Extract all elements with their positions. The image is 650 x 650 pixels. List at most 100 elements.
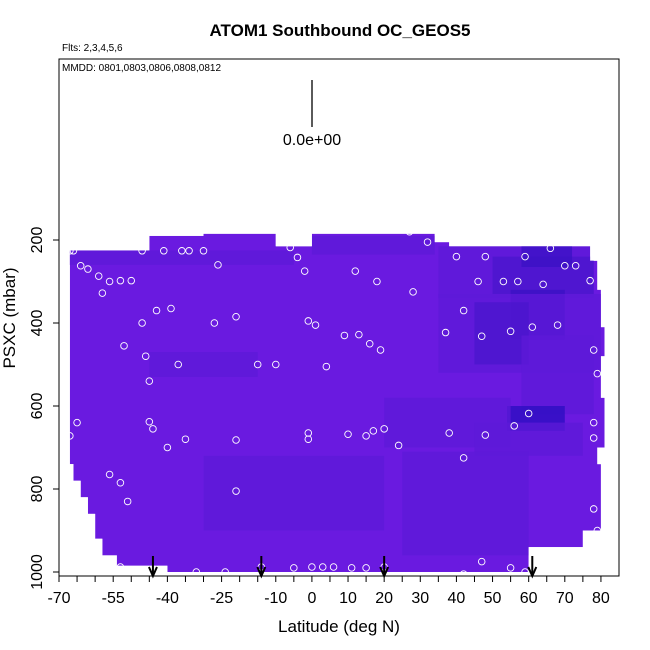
observation-point: [561, 261, 569, 270]
x-tick-label: -55: [102, 590, 125, 607]
observation-point: [423, 238, 432, 246]
observation-point: [167, 304, 175, 313]
observation-point: [344, 430, 352, 438]
observation-point: [474, 277, 482, 286]
chart-title: ATOM1 Southbound OC_GEOS5: [210, 21, 471, 40]
observation-point: [152, 306, 161, 315]
observation-point: [300, 267, 309, 275]
observation-point: [116, 479, 125, 487]
shaded-cell: [149, 352, 258, 377]
observation-point: [199, 247, 208, 255]
observation-point: [481, 431, 490, 439]
observation-point: [66, 432, 74, 440]
x-tick-label: 0: [307, 590, 316, 607]
plot-area: [66, 227, 605, 580]
observation-point: [405, 227, 414, 236]
observation-point: [214, 261, 222, 269]
observation-point: [553, 321, 562, 329]
observation-point: [127, 276, 136, 285]
observation-point: [539, 280, 547, 289]
x-tick-label: 10: [339, 590, 357, 607]
y-tick-label: 400: [29, 310, 46, 337]
observation-point: [311, 321, 320, 329]
observation-point: [105, 470, 114, 479]
observation-point: [380, 425, 388, 433]
observation-point: [94, 272, 103, 280]
observation-point: [340, 331, 349, 340]
observation-point: [351, 267, 360, 275]
observation-point: [499, 277, 508, 286]
observation-point: [160, 568, 168, 576]
observation-point: [178, 247, 186, 255]
observation-point: [510, 422, 518, 430]
observation-point: [459, 570, 468, 578]
x-axis: -70 -55 -40 -25 -10 0 10 20 30 40 50 60 70 80: [47, 576, 610, 607]
observation-point: [365, 340, 374, 348]
observation-point: [445, 429, 453, 437]
observation-point: [589, 505, 598, 513]
observation-point: [221, 568, 229, 576]
observation-point: [593, 526, 602, 535]
observation-point: [546, 244, 555, 253]
observation-point: [138, 247, 146, 255]
observation-point: [210, 319, 219, 327]
observation-point: [232, 487, 240, 495]
flights-subtitle: Flts: 2,3,4,5,6: [62, 43, 123, 54]
observation-point: [76, 261, 85, 270]
observation-point: [131, 568, 139, 576]
observation-point: [181, 435, 190, 443]
plot-frame: [58, 58, 620, 577]
observation-point: [163, 443, 172, 452]
observation-point: [409, 288, 417, 296]
observation-point: [174, 360, 182, 369]
observation-point: [185, 247, 193, 255]
color-field: [69, 233, 605, 572]
observation-point: [589, 434, 598, 442]
y-tick-label: 1000: [29, 554, 46, 590]
observation-point: [286, 243, 294, 252]
x-tick-label: -70: [47, 590, 70, 607]
observation-point: [253, 360, 262, 369]
observation-point: [66, 247, 74, 255]
y-tick-label: 200: [29, 227, 46, 254]
observation-point: [524, 409, 533, 418]
observation-point: [394, 441, 403, 450]
observation-point: [528, 323, 537, 331]
observation-point: [84, 265, 92, 273]
observation-point: [593, 369, 602, 378]
observation-point: [586, 276, 594, 285]
observation-point: [232, 313, 240, 321]
observation-point: [293, 253, 302, 262]
observation-point: [521, 252, 529, 261]
observation-point: [73, 418, 81, 427]
observation-point: [160, 247, 168, 255]
y-axis-label: PSXC (mbar): [0, 267, 19, 368]
observation-point: [134, 236, 143, 244]
observation-point: [362, 432, 370, 440]
x-tick-label: 40: [448, 590, 466, 607]
observation-point: [506, 564, 515, 572]
observation-point: [329, 563, 338, 571]
shaded-cell: [311, 235, 435, 255]
observation-point: [477, 557, 486, 566]
shaded-cell: [521, 246, 573, 267]
observation-point: [141, 352, 150, 360]
x-tick-label: 50: [484, 590, 502, 607]
shaded-cell: [474, 422, 583, 456]
observation-point: [521, 568, 529, 576]
observation-point: [459, 454, 468, 462]
observation-point: [362, 564, 370, 572]
observation-point: [149, 425, 157, 433]
x-tick-label: 20: [375, 590, 393, 607]
observation-point: [376, 346, 385, 354]
x-tick-label: 80: [592, 590, 610, 607]
dates-subtitle: MMDD: 0801,0803,0806,0808,0812: [62, 63, 221, 74]
observation-point: [369, 427, 378, 435]
observation-point: [347, 564, 356, 572]
x-tick-label: 70: [556, 590, 574, 607]
observation-point: [373, 277, 381, 286]
observation-point: [355, 330, 363, 339]
observation-point: [589, 418, 598, 427]
observation-point: [98, 289, 107, 297]
observation-point: [123, 497, 132, 506]
